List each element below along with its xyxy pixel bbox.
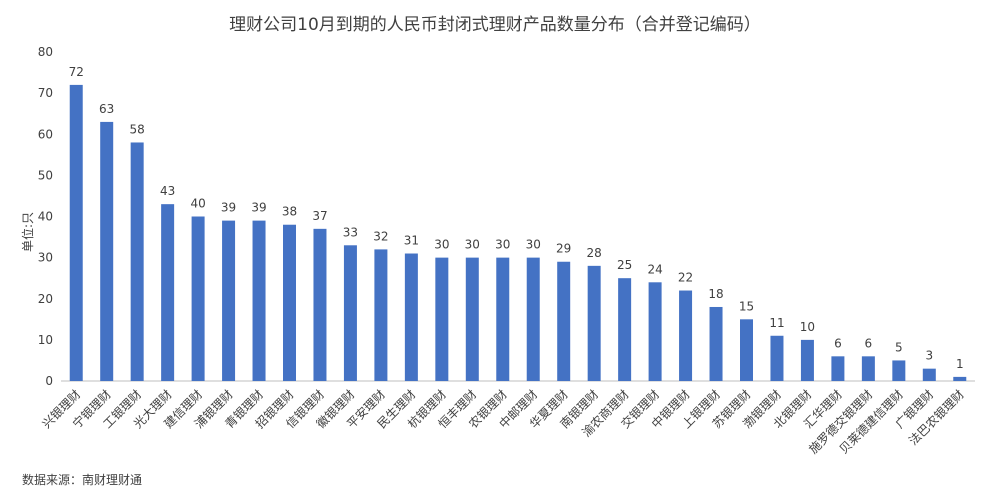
bar <box>404 253 418 381</box>
bar-value-label: 18 <box>708 287 723 301</box>
bar <box>831 356 845 381</box>
bar-value-label: 33 <box>343 225 358 239</box>
y-axis-label: 单位:只 <box>20 212 35 252</box>
bar <box>161 204 175 381</box>
bar-value-label: 30 <box>526 238 541 252</box>
y-tick-label: 50 <box>38 168 53 182</box>
bar <box>313 228 327 381</box>
bar <box>435 257 449 381</box>
bar-value-label: 22 <box>678 271 693 285</box>
bar <box>496 257 510 381</box>
bar <box>222 220 236 381</box>
bar-value-label: 63 <box>99 102 114 116</box>
y-axis: 0 10 20 30 40 50 60 70 80 <box>38 45 53 388</box>
bar-value-label: 39 <box>221 201 236 215</box>
bar <box>69 84 83 382</box>
bar <box>861 356 875 381</box>
y-tick-label: 40 <box>38 210 53 224</box>
bar-value-label: 3 <box>925 349 933 363</box>
bar <box>740 319 753 381</box>
bar <box>953 376 967 381</box>
bar-value-label: 6 <box>834 336 842 350</box>
bar-value-label: 24 <box>647 262 662 276</box>
chart-title: 理财公司10月到期的人民币封闭式理财产品数量分布（合并登记编码） <box>229 15 761 35</box>
bar <box>343 245 357 381</box>
bar-value-label: 6 <box>865 336 873 350</box>
bar-value-label: 25 <box>617 258 632 272</box>
bar <box>252 220 266 381</box>
bar <box>191 216 205 381</box>
bar <box>800 339 814 381</box>
y-tick-label: 0 <box>45 374 53 388</box>
bar <box>679 290 693 381</box>
bar-value-label: 38 <box>282 205 297 219</box>
bar-value-label: 29 <box>556 242 571 256</box>
y-tick-label: 30 <box>38 251 53 265</box>
y-tick-label: 70 <box>38 86 53 100</box>
bar-value-label: 39 <box>251 201 266 215</box>
bar <box>130 142 144 381</box>
y-tick-label: 20 <box>38 292 53 306</box>
bar <box>465 257 479 381</box>
bar-value-label: 30 <box>434 238 449 252</box>
bar <box>770 335 784 381</box>
bar-value-label: 15 <box>739 299 754 313</box>
y-tick-label: 10 <box>38 333 53 347</box>
bar <box>922 368 936 381</box>
bar <box>892 360 906 381</box>
x-tick-labels: 兴银理财宁银理财工银理财光大理财建信理财浦银理财青银理财招银理财信银理财徽银理财… <box>40 387 967 457</box>
bar-value-label: 58 <box>130 122 145 136</box>
bar <box>100 121 114 381</box>
bar-value-label: 31 <box>404 234 419 248</box>
bar-value-label: 30 <box>495 238 510 252</box>
bar-value-label: 37 <box>312 209 327 223</box>
bar <box>618 278 632 381</box>
bar-value-label: 30 <box>465 238 480 252</box>
bar-series <box>69 84 967 382</box>
bar-value-label: 32 <box>373 229 388 243</box>
bar <box>283 224 296 381</box>
bar-value-label: 40 <box>190 197 205 211</box>
bar-value-label: 43 <box>160 184 175 198</box>
bar <box>648 282 662 381</box>
y-tick-label: 80 <box>38 45 53 59</box>
bar <box>526 257 540 381</box>
bar-value-label: 1 <box>956 357 964 371</box>
bar <box>557 261 571 381</box>
bar-value-label: 72 <box>69 65 84 79</box>
bar-value-label: 28 <box>587 246 602 260</box>
bar-value-label: 10 <box>800 320 815 334</box>
y-tick-label: 60 <box>38 127 53 141</box>
bar-value-label: 11 <box>769 316 784 330</box>
bar <box>374 249 388 381</box>
source-note: 数据来源：南财理财通 <box>22 473 143 487</box>
bar-value-label: 5 <box>895 340 903 354</box>
bar <box>587 265 601 381</box>
bar <box>709 306 723 381</box>
